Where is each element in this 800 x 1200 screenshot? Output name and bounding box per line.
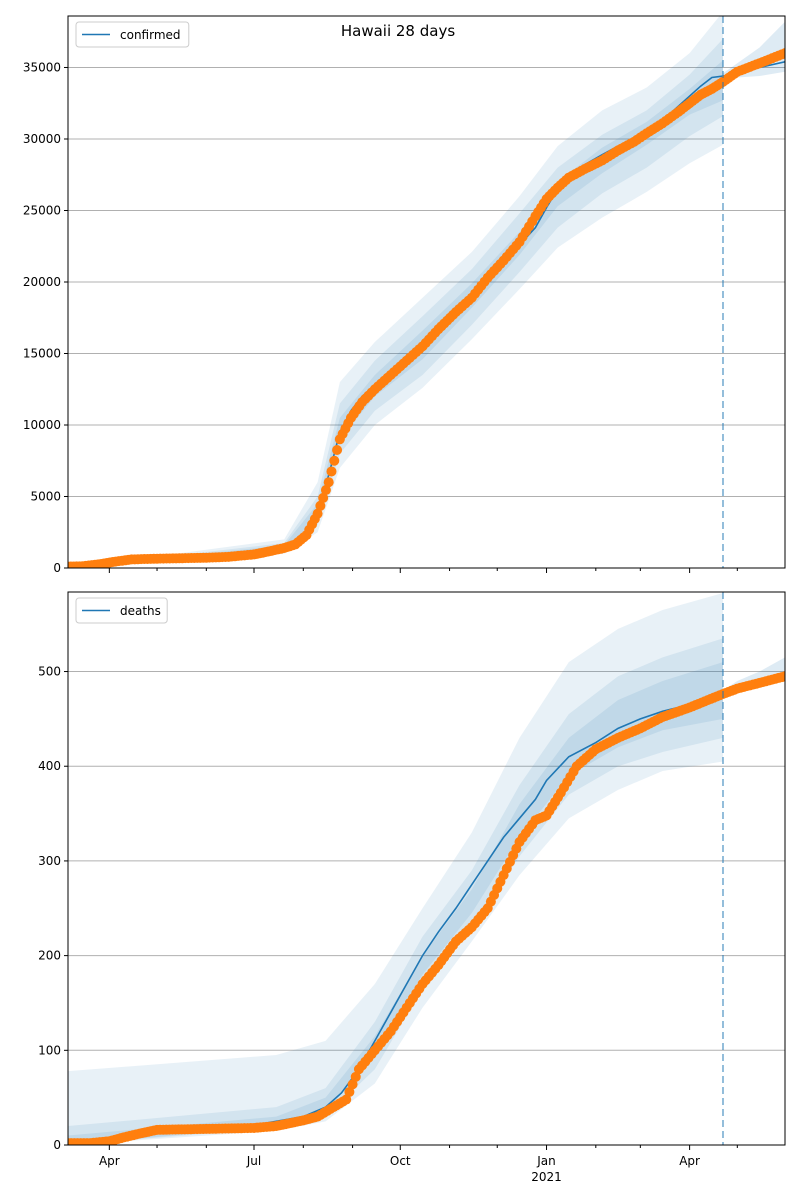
legend-box xyxy=(75,597,168,624)
axes-frame xyxy=(67,591,786,1146)
plot-area xyxy=(68,592,785,1145)
legend-box xyxy=(75,21,190,48)
y-tick-label: 30000 xyxy=(23,132,61,146)
data-point xyxy=(350,1071,361,1082)
x-tick-label: Apr xyxy=(679,1154,700,1168)
axes-frame xyxy=(67,15,786,569)
y-tick-label: 100 xyxy=(38,1043,61,1057)
data-point xyxy=(326,466,337,477)
y-tick-label: 200 xyxy=(38,949,61,963)
data-point xyxy=(318,492,329,503)
y-tick-label: 20000 xyxy=(23,275,61,289)
x-tick-label: Jul xyxy=(246,1154,261,1168)
data-point xyxy=(780,671,785,682)
confirmed-panel: 0 5000 10000 15000 20000 25000 30000 35000 confi… xyxy=(23,15,786,575)
data-point xyxy=(332,445,343,456)
legend: deaths xyxy=(75,597,168,624)
data-point xyxy=(344,1086,355,1097)
data-point xyxy=(320,485,331,496)
y-tick-label: 15000 xyxy=(23,346,61,360)
deaths-panel: 0 100 200 300 400 500 Apr Jul Oct Jan 2021 Apr death… xyxy=(38,591,786,1184)
uncertainty-band xyxy=(68,592,723,1145)
data-point xyxy=(312,508,323,519)
legend: confirmed xyxy=(75,21,190,48)
x-year-label: 2021 xyxy=(531,1170,562,1184)
data-point xyxy=(315,500,326,511)
uncertainty-band xyxy=(68,638,723,1145)
y-tick-label: 400 xyxy=(38,759,61,773)
legend-label: deaths xyxy=(120,604,161,618)
uncertainty-band xyxy=(68,38,723,568)
uncertainty-band xyxy=(68,16,723,568)
x-tick-label: Oct xyxy=(390,1154,411,1168)
data-point xyxy=(323,477,334,488)
y-tick-label: 35000 xyxy=(23,60,61,74)
data-point xyxy=(341,1094,352,1105)
data-point xyxy=(780,48,785,59)
y-tick-label: 0 xyxy=(53,1138,61,1152)
uncertainty-band xyxy=(68,60,723,568)
y-tick-label: 5000 xyxy=(30,489,61,503)
data-point xyxy=(329,455,340,466)
uncertainty-band xyxy=(68,662,723,1145)
y-tick-label: 0 xyxy=(53,561,61,575)
legend-label: confirmed xyxy=(120,28,181,42)
y-tick-label: 300 xyxy=(38,854,61,868)
plot-area xyxy=(68,16,785,568)
x-tick-label: Jan xyxy=(536,1154,556,1168)
data-point xyxy=(347,1079,358,1090)
x-tick-label: Apr xyxy=(99,1154,120,1168)
y-tick-label: 10000 xyxy=(23,418,61,432)
y-tick-label: 500 xyxy=(38,665,61,679)
y-tick-label: 25000 xyxy=(23,203,61,217)
figure-title: Hawaii 28 days xyxy=(341,22,455,40)
